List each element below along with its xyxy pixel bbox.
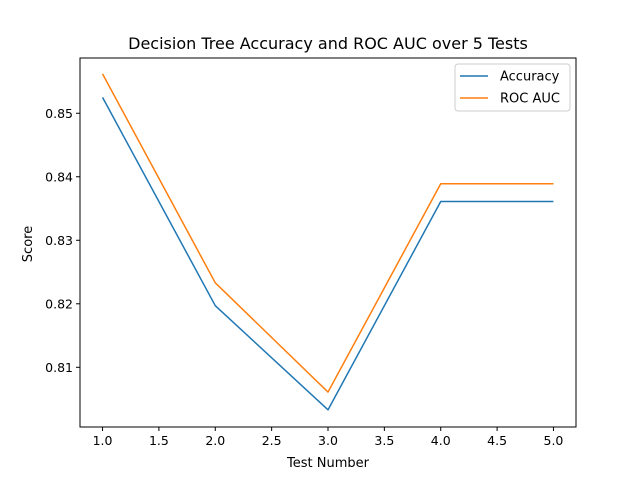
legend-label: Accuracy (500, 70, 560, 85)
chart-title: Decision Tree Accuracy and ROC AUC over … (128, 34, 528, 53)
series-line-roc-auc (101, 73, 554, 393)
x-axis-label: Test Number (286, 456, 370, 471)
x-tick-label: 3.5 (374, 433, 394, 448)
x-tick-label: 5.0 (544, 433, 564, 448)
y-tick-label: 0.82 (45, 296, 73, 311)
y-tick-label: 0.85 (45, 106, 73, 121)
x-tick-label: 4.0 (431, 433, 451, 448)
x-tick-label: 2.0 (205, 433, 225, 448)
y-axis-label: Score (21, 226, 36, 262)
y-tick-label: 0.84 (45, 169, 73, 184)
legend-label: ROC AUC (500, 92, 560, 107)
x-tick-label: 4.5 (487, 433, 507, 448)
y-tick-label: 0.81 (45, 360, 73, 375)
x-tick-label: 2.5 (262, 433, 282, 448)
plot-area: 1.0 1.5 2.0 2.5 3.0 3.5 4.0 4.5 5.0 0.81 0.82 0.83 0… (45, 57, 577, 448)
legend: Accuracy ROC AUC (454, 63, 571, 112)
x-tick-label: 3.0 (318, 433, 338, 448)
y-tick-label: 0.83 (45, 233, 73, 248)
axes-frame (79, 57, 577, 428)
x-tick-label: 1.5 (149, 433, 169, 448)
x-tick-label: 1.0 (93, 433, 113, 448)
series-line-accuracy (101, 97, 554, 411)
